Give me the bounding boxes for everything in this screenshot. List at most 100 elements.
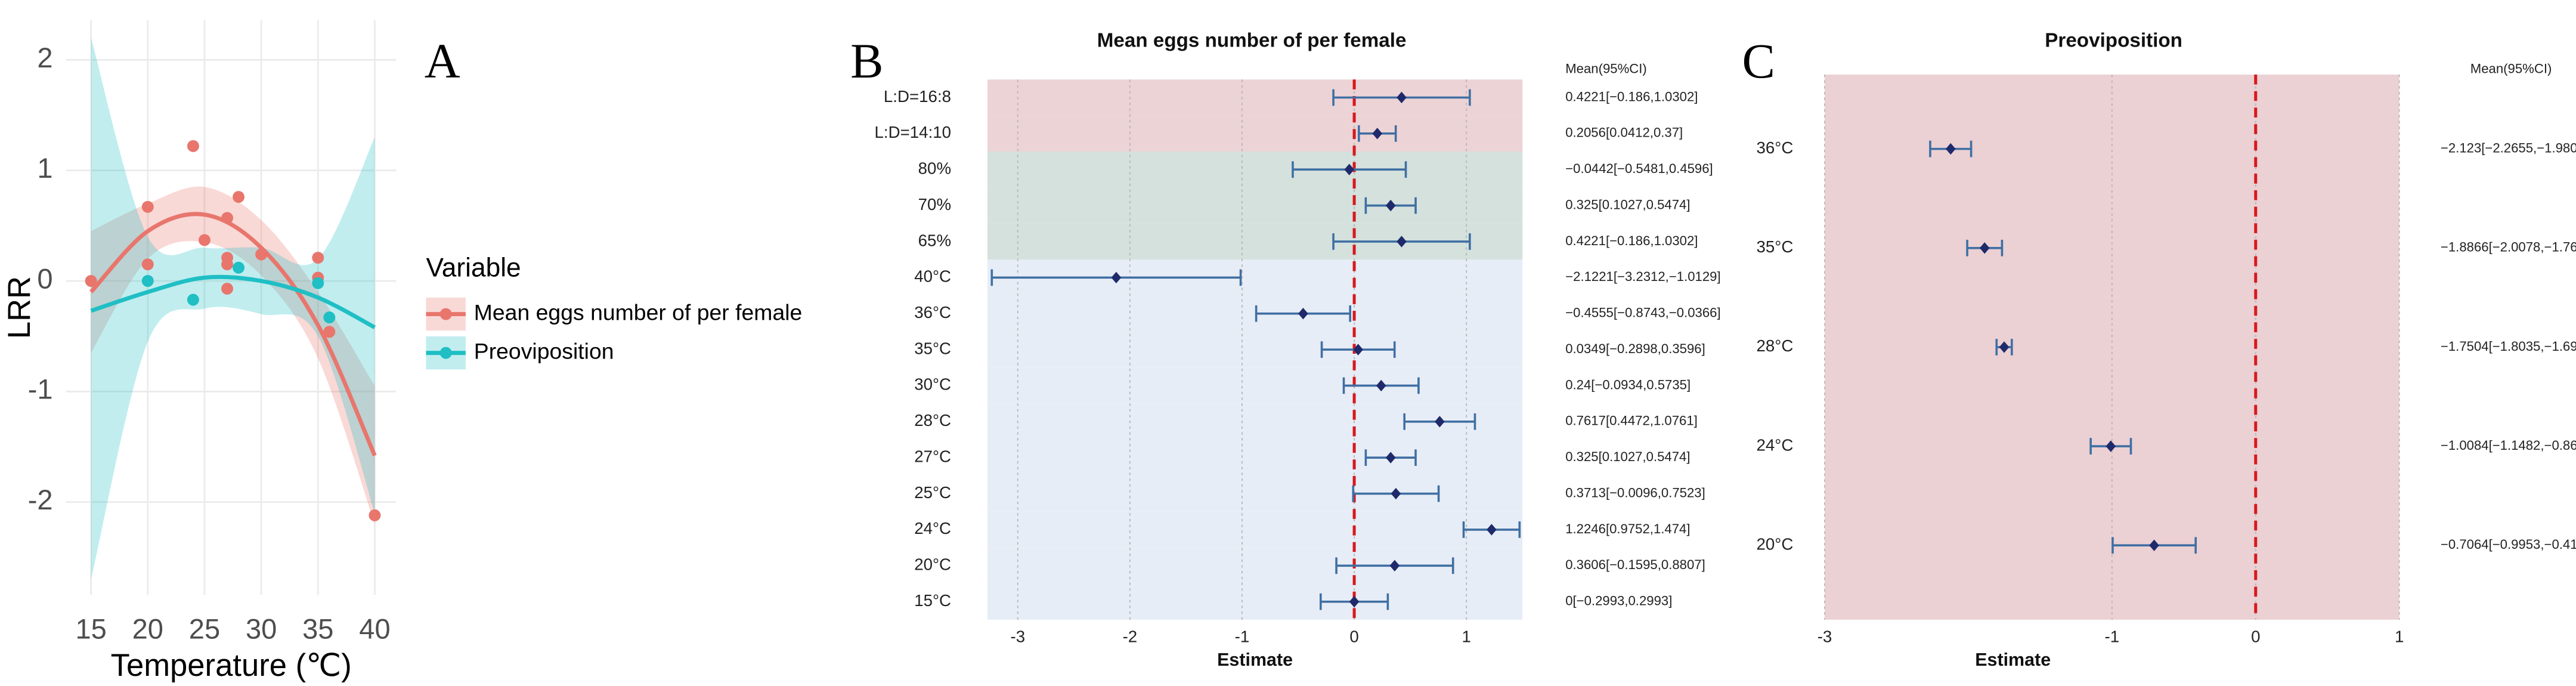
data-point <box>221 212 234 224</box>
x-tick-label: -1 <box>1235 628 1250 646</box>
data-point <box>141 275 154 287</box>
value-label: −1.7504[−1.8035,−1.6974] <box>2441 339 2576 354</box>
row-band <box>1825 75 2399 199</box>
row-band <box>987 475 1523 512</box>
data-point <box>141 258 154 271</box>
x-tick-label: 15 <box>75 613 106 645</box>
value-label: 0.325[0.1027,0.5474] <box>1565 449 1690 464</box>
chart-title: Mean eggs number of per female <box>1097 29 1407 51</box>
category-label: 20°C <box>914 555 951 574</box>
x-tick-label: -1 <box>2105 628 2120 646</box>
estimate-marker <box>1111 271 1122 284</box>
value-label: −2.1221[−3.2312,−1.0129] <box>1565 269 1720 284</box>
x-tick-label: -3 <box>1818 628 1832 646</box>
y-tick-label: -2 <box>28 484 53 515</box>
value-label: 0.4221[−0.186,1.0302] <box>1565 89 1698 104</box>
estimate-marker <box>1999 341 2010 353</box>
row-band <box>987 367 1523 404</box>
category-label: 80% <box>918 159 951 178</box>
estimate-marker <box>1979 242 1990 254</box>
data-point <box>369 509 381 521</box>
data-point <box>233 261 245 274</box>
category-label: 28°C <box>1757 336 1794 355</box>
data-point <box>323 326 336 338</box>
x-tick-label: 30 <box>246 613 277 645</box>
confidence-band <box>91 38 375 580</box>
confidence-band <box>91 186 375 524</box>
legend-label: Mean eggs number of per female <box>474 299 803 325</box>
data-point <box>187 293 199 306</box>
legend-key <box>439 347 452 359</box>
x-tick-label: 1 <box>1462 628 1470 646</box>
data-point <box>323 311 336 324</box>
row-band <box>987 511 1523 548</box>
category-label: 65% <box>918 231 951 249</box>
value-label: −2.123[−2.2655,−1.9806] <box>2441 140 2576 155</box>
estimate-marker <box>2149 539 2159 551</box>
row-band <box>987 152 1523 188</box>
panel-letter: C <box>1742 33 1775 88</box>
x-axis-label: Estimate <box>1975 650 2051 670</box>
x-tick-label: 25 <box>189 613 220 645</box>
legend-label: Preoviposition <box>474 338 614 363</box>
data-point <box>141 200 154 213</box>
category-label: 35°C <box>1757 237 1794 256</box>
x-tick-label: 40 <box>359 613 390 645</box>
value-label: −0.7064[−0.9953,−0.4175] <box>2441 537 2576 552</box>
y-tick-label: -1 <box>28 373 53 405</box>
panel-letter: A <box>425 33 460 88</box>
value-label: −0.4555[−0.8743,−0.0366] <box>1565 305 1720 320</box>
row-band <box>987 295 1523 332</box>
data-point <box>312 252 324 264</box>
data-point <box>312 277 324 289</box>
category-label: 28°C <box>914 411 951 429</box>
category-label: 30°C <box>914 375 951 394</box>
category-label: 36°C <box>914 303 951 322</box>
estimate-marker <box>1397 236 1407 248</box>
row-band <box>987 440 1523 476</box>
row-band <box>987 115 1523 152</box>
x-tick-label: 0 <box>2251 628 2260 646</box>
estimate-marker <box>2106 440 2116 452</box>
data-point <box>85 275 97 287</box>
category-label: 70% <box>918 195 951 214</box>
x-axis-label: Estimate <box>1217 650 1293 670</box>
category-label: 36°C <box>1757 138 1794 157</box>
x-tick-label: 1 <box>2395 628 2404 646</box>
row-band <box>987 187 1523 224</box>
data-point <box>221 258 234 271</box>
category-label: 15°C <box>914 591 951 610</box>
x-tick-label: 0 <box>1349 628 1358 646</box>
value-label: 0.0349[−0.2898,0.3596] <box>1565 341 1705 356</box>
value-label: 0.4221[−0.186,1.0302] <box>1565 233 1698 248</box>
category-label: 20°C <box>1757 535 1794 554</box>
value-header: Mean(95%CI) <box>1565 61 1647 76</box>
value-label: 0[−0.2993,0.2993] <box>1565 594 1672 608</box>
value-label: 0.24[−0.0934,0.5735] <box>1565 377 1690 392</box>
estimate-marker <box>1298 308 1308 320</box>
category-label: 24°C <box>914 519 951 537</box>
data-point <box>198 234 210 246</box>
data-point <box>233 191 245 203</box>
value-label: 0.2056[0.0412,0.37] <box>1565 125 1683 140</box>
category-label: 27°C <box>914 447 951 465</box>
x-tick-label: 20 <box>132 613 163 645</box>
value-label: 1.2246[0.9752,1.474] <box>1565 521 1690 536</box>
x-axis-label: Temperature (℃) <box>111 648 352 683</box>
legend-key <box>439 308 452 320</box>
estimate-marker <box>1372 128 1383 140</box>
y-tick-label: 1 <box>37 152 52 184</box>
estimate-marker <box>1349 595 1360 608</box>
row-band <box>987 583 1523 620</box>
estimate-marker <box>1344 163 1355 175</box>
data-point <box>187 140 199 152</box>
category-label: 40°C <box>914 267 951 286</box>
y-tick-label: 0 <box>37 262 52 294</box>
category-label: 35°C <box>914 339 951 357</box>
chart-title: Preoviposition <box>2045 29 2182 51</box>
value-label: −1.0084[−1.1482,−0.8685] <box>2441 438 2576 453</box>
legend-title: Variable <box>426 253 521 282</box>
category-label: L:D=16:8 <box>884 87 951 106</box>
